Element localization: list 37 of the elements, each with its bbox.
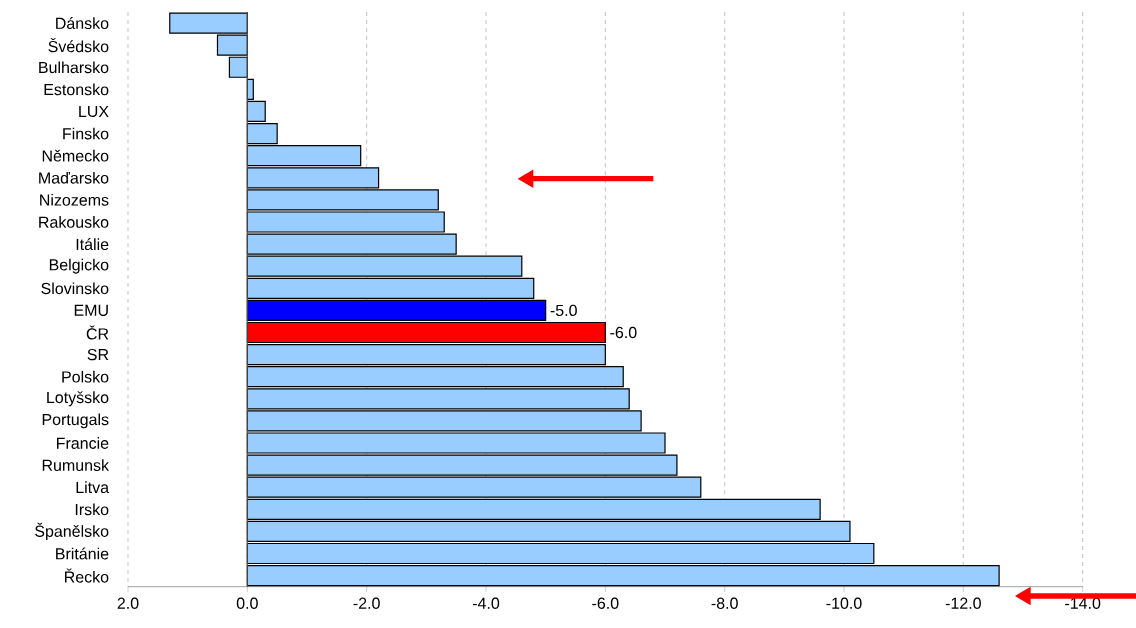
x-tick-label: -8.0: [711, 597, 738, 609]
data-label: -6.0: [610, 326, 637, 339]
y-tick-label: ČR: [86, 325, 109, 340]
y-tick-label: Estonsko: [44, 83, 109, 96]
y-tick-label: Lotyšsko: [47, 391, 109, 407]
y-tick-label: Británie: [56, 547, 109, 560]
y-tick-label: Slovinsko: [41, 282, 109, 295]
x-tick-label: 0.0: [236, 597, 258, 609]
y-tick-label: Irsko: [75, 503, 109, 516]
y-tick-label: Rumunsk: [42, 459, 110, 471]
y-tick-label: Německo: [42, 149, 109, 162]
x-tick-label: -2.0: [353, 597, 380, 609]
y-tick-label: LUX: [79, 105, 109, 118]
y-tick-label: EMU: [74, 304, 108, 316]
y-tick-label: Nizozems: [40, 193, 109, 206]
y-tick-label: Belgicko: [49, 258, 109, 274]
y-tick-label: SR: [87, 348, 109, 361]
y-tick-label: Bulharsko: [39, 61, 109, 74]
y-tick-label: Polsko: [62, 370, 109, 383]
x-tick-label: 2.0: [117, 597, 139, 609]
y-tick-label: Francie: [57, 437, 109, 449]
y-tick-label: Maďarsko: [39, 171, 109, 184]
data-label: -5.0: [550, 304, 577, 317]
y-tick-label: Řecko: [65, 568, 109, 583]
x-tick-label: -4.0: [472, 597, 500, 609]
x-tick-label: -6.0: [592, 597, 619, 609]
y-tick-label: Portugals: [42, 413, 109, 429]
x-tick-label: -14.0: [1065, 597, 1101, 609]
x-tick-label: -12.0: [945, 597, 981, 609]
y-tick-label: Litva: [76, 481, 110, 494]
y-tick-label: Finsko: [63, 127, 109, 140]
y-tick-label: Rakousko: [39, 216, 109, 228]
y-tick-label: Itálie: [76, 238, 109, 251]
y-tick-label: Dánsko: [56, 17, 109, 30]
x-tick-label: -10.0: [826, 597, 862, 609]
y-tick-label: Španělsko: [35, 522, 109, 541]
y-tick-label: Švédsko: [48, 38, 109, 53]
